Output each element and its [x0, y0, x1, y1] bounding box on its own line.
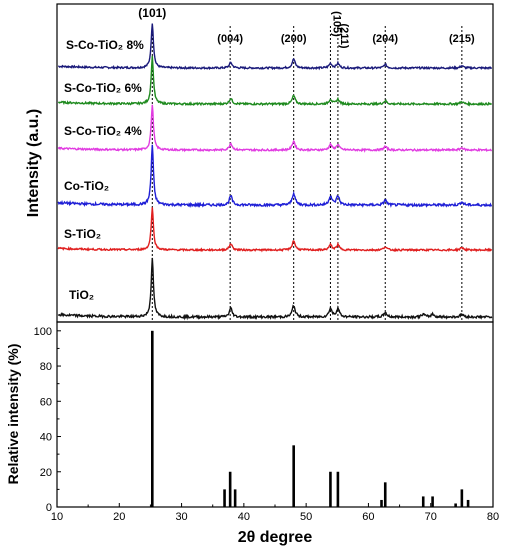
xrd-spectra — [57, 23, 493, 321]
spectrum-line — [57, 257, 493, 321]
spectrum-line — [58, 23, 493, 71]
reference-bar — [383, 482, 387, 507]
reference-bar — [466, 499, 470, 507]
bottom-y-axis-title: Relative intensity (%) — [5, 344, 21, 485]
series-label: TiO₂ — [69, 288, 94, 302]
reference-bar — [329, 471, 332, 507]
x-tick-label: 80 — [487, 511, 499, 523]
series-label: S-Co-TiO₂ 8% — [66, 38, 144, 52]
peak-label: (105) — [330, 11, 342, 37]
spectrum-line — [57, 144, 493, 209]
reference-bar — [431, 496, 434, 507]
series-label: S-TiO₂ — [64, 227, 101, 241]
y-tick-label: 0 — [46, 502, 52, 514]
series-labels: S-Co-TiO₂ 8% S-Co-TiO₂ 6% S-Co-TiO₂ 4% Co-T… — [64, 38, 144, 302]
y-tick-label: 100 — [34, 326, 52, 338]
x-axis-title: 2θ degree — [238, 529, 313, 546]
x-tick-label: 20 — [113, 511, 125, 523]
reference-bar — [233, 489, 237, 507]
x-tick-label: 60 — [362, 511, 374, 523]
series-label: Co-TiO₂ — [64, 179, 109, 193]
spectrum-line — [57, 104, 492, 153]
peak-label: (204) — [372, 33, 398, 45]
reference-bar — [454, 503, 457, 507]
peak-label: (211) — [338, 23, 350, 48]
series-label: S-Co-TiO₂ 4% — [64, 124, 142, 138]
spectrum-line — [57, 56, 492, 107]
top-y-axis-title: Intensity (a.u.) — [25, 109, 42, 217]
spectrum-line — [57, 207, 493, 253]
reference-bar — [336, 471, 340, 507]
peak-labels: (101) (004) (200) (105)(211) (204) (215) — [138, 6, 475, 49]
y-tick-label: 20 — [40, 467, 52, 479]
reference-bar — [228, 471, 232, 507]
reference-bars — [150, 330, 470, 507]
peak-label: (200) — [281, 33, 307, 45]
x-tick-label: 70 — [425, 511, 437, 523]
y-tick-label: 80 — [40, 361, 52, 373]
reference-pattern-panel — [56, 321, 494, 508]
peak-label: (215) — [449, 33, 475, 45]
series-label: S-Co-TiO₂ 6% — [64, 81, 142, 95]
peak-label: (004) — [217, 33, 243, 45]
reference-bar — [292, 445, 295, 507]
reference-bar — [421, 496, 425, 507]
x-tick-label: 10 — [51, 511, 63, 523]
peak-guide-lines — [151, 26, 463, 322]
reference-bar — [223, 489, 226, 507]
reference-bar — [460, 489, 464, 507]
x-tick-label: 30 — [175, 511, 187, 523]
reference-axes: 10 20 30 40 50 60 70 80 0 20 40 60 80 100 — [34, 326, 499, 523]
x-tick-label: 40 — [238, 511, 250, 523]
y-tick-label: 40 — [40, 432, 52, 444]
reference-bar — [150, 330, 154, 507]
x-tick-label: 50 — [300, 511, 312, 523]
reference-bar — [380, 499, 383, 507]
y-tick-label: 60 — [40, 396, 52, 408]
peak-label: (101) — [138, 6, 166, 20]
